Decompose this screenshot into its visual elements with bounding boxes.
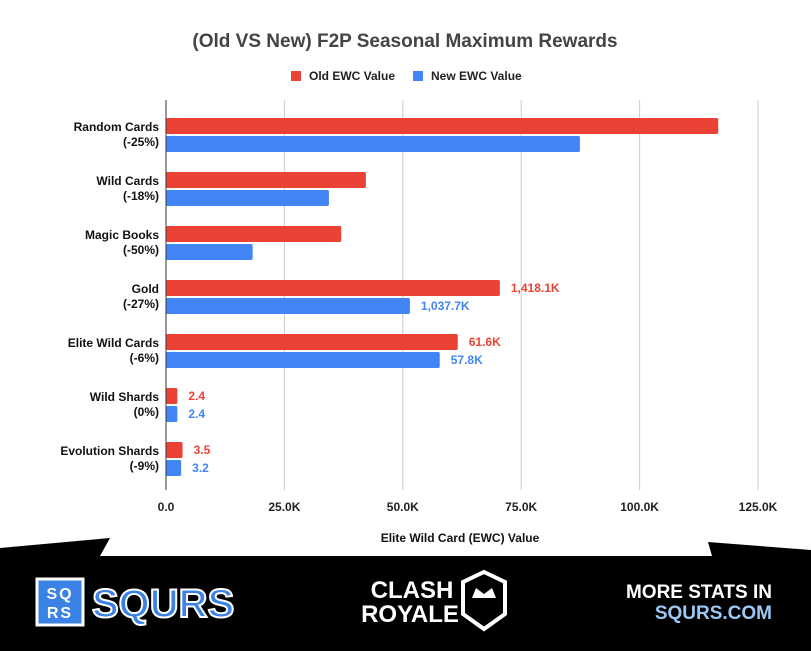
bar-old — [166, 172, 366, 188]
category-label: Wild Cards — [96, 174, 159, 188]
legend-label-old: Old EWC Value — [309, 69, 395, 83]
svg-text:MORE STATS IN: MORE STATS IN — [626, 582, 772, 603]
category-label: (-50%) — [123, 243, 159, 257]
clash-royale-logo: CLASH ROYALE — [361, 569, 507, 632]
data-label: 2.4 — [188, 407, 205, 421]
bar-old — [166, 226, 342, 242]
category-label: Evolution Shards — [60, 444, 159, 458]
category-label: Random Cards — [74, 120, 160, 134]
data-label: 3.5 — [194, 443, 211, 457]
category-label: (-27%) — [123, 297, 159, 311]
legend: Old EWC Value New EWC Value — [291, 69, 522, 83]
data-label: 1,037.7K — [421, 299, 470, 313]
svg-text:CLASH: CLASH — [371, 577, 454, 604]
x-axis-title: Elite Wild Card (EWC) Value — [381, 531, 540, 545]
svg-text:RS: RS — [47, 605, 73, 622]
bar-old — [166, 442, 183, 458]
x-tick-label: 25.0K — [268, 500, 300, 514]
brand-name: SQURS — [92, 582, 234, 626]
category-label: (-6%) — [130, 351, 159, 365]
category-label: Magic Books — [85, 228, 159, 242]
legend-swatch-new — [413, 71, 423, 81]
bar-new — [166, 406, 178, 422]
x-tick-label: 0.0 — [158, 500, 175, 514]
bar-old — [166, 334, 458, 350]
crown-shield-icon — [461, 569, 507, 632]
squrs-logo: SQ RS SQURS — [35, 577, 235, 627]
category-label: Elite Wild Cards — [68, 336, 160, 350]
bar-old — [166, 280, 500, 296]
category-label: (0%) — [134, 405, 159, 419]
data-label: 2.4 — [188, 389, 205, 403]
category-label: (-9%) — [130, 459, 159, 473]
footer-banner — [0, 538, 811, 651]
data-label: 57.8K — [451, 353, 483, 367]
legend-swatch-old — [291, 71, 301, 81]
bar-new — [166, 136, 580, 152]
bar-new — [166, 244, 253, 260]
bar-old — [166, 118, 719, 134]
svg-text:SQ: SQ — [46, 586, 73, 603]
bar-new — [166, 460, 182, 476]
bar-new — [166, 352, 440, 368]
category-label: Gold — [132, 282, 159, 296]
data-label: 1,418.1K — [511, 281, 560, 295]
bar-new — [166, 190, 329, 206]
category-label: (-18%) — [123, 189, 159, 203]
data-label: 61.6K — [469, 335, 501, 349]
x-tick-label: 50.0K — [387, 500, 419, 514]
x-tick-label: 75.0K — [505, 500, 537, 514]
data-label: 3.2 — [192, 461, 209, 475]
x-tick-label: 125.0K — [739, 500, 778, 514]
category-label: Wild Shards — [90, 390, 160, 404]
bar-old — [166, 388, 178, 404]
svg-text:ROYALE: ROYALE — [361, 601, 459, 628]
bar-new — [166, 298, 410, 314]
promo-text: MORE STATS IN SQURS.COM — [626, 582, 772, 624]
x-tick-label: 100.0K — [620, 500, 659, 514]
legend-label-new: New EWC Value — [431, 69, 522, 83]
chart-title: (Old VS New) F2P Seasonal Maximum Reward… — [192, 31, 617, 52]
svg-text:SQURS.COM: SQURS.COM — [655, 603, 772, 624]
category-label: (-25%) — [123, 135, 159, 149]
